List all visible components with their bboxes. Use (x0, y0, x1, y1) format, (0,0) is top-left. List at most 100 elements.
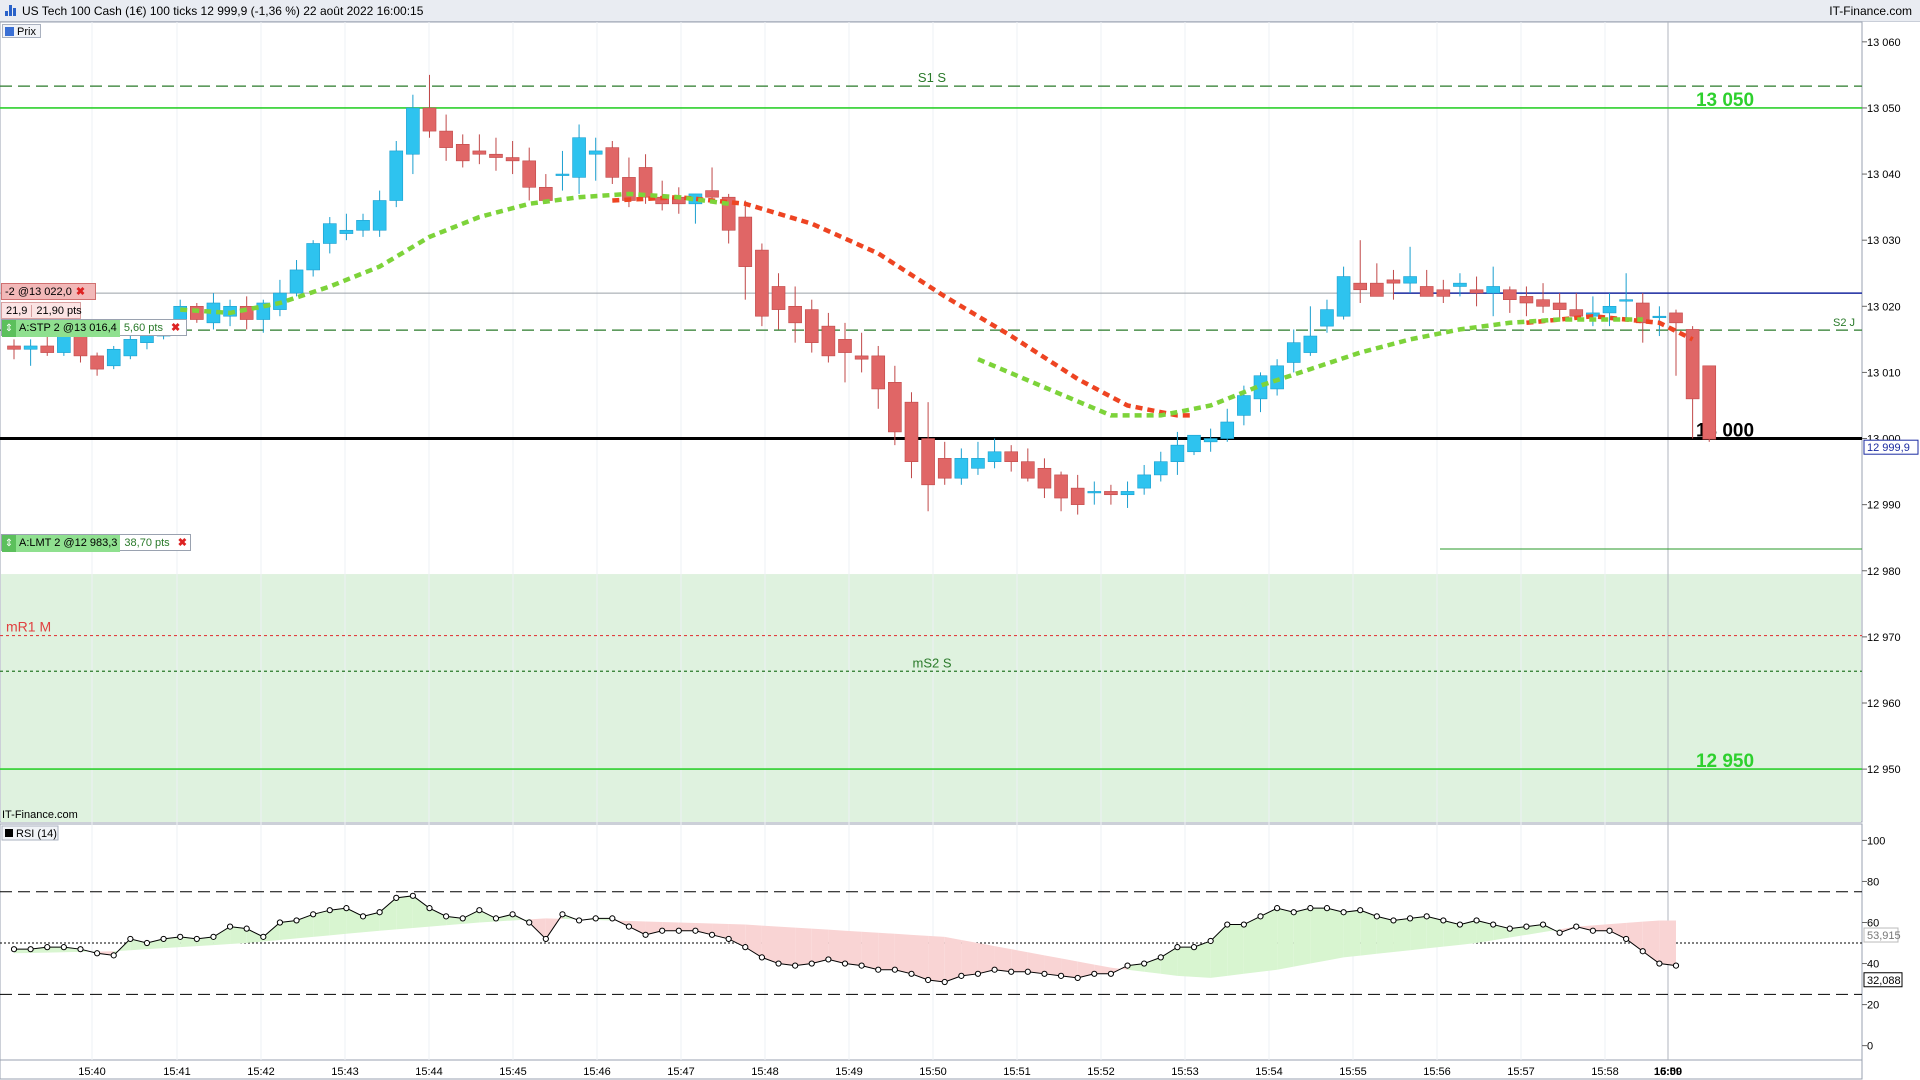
rsi-fill (1360, 910, 1377, 956)
time-tick-label: 15:45 (499, 1066, 527, 1078)
candle-body (555, 173, 570, 176)
rsi-point (758, 954, 766, 961)
candle-body (1336, 276, 1351, 317)
rsi-point (1124, 962, 1131, 969)
candle-body (1503, 289, 1517, 300)
close-position-icon[interactable]: ✖ (75, 286, 86, 298)
rsi-fill (363, 912, 380, 933)
time-tick-label: 15:43 (331, 1066, 359, 1078)
time-tick-label: 15:48 (751, 1066, 779, 1078)
candle-body (439, 130, 453, 148)
candle-body (322, 223, 337, 244)
rsi-point (1257, 913, 1264, 920)
time-tick-label: 16:00 (1654, 1066, 1682, 1078)
rsi-point (825, 956, 832, 963)
price-tick-label: 13 030 (1867, 235, 1901, 247)
rsi-fill (1094, 964, 1111, 974)
level-label: S2 J (1833, 317, 1855, 329)
candle-body (489, 153, 503, 158)
rsi-tick-label: 0 (1867, 1041, 1873, 1053)
candle-body (954, 458, 969, 479)
rsi-fill (1177, 947, 1195, 977)
rsi-fill (778, 926, 796, 966)
rsi-point (1423, 913, 1430, 920)
rsi-point (1024, 968, 1031, 975)
time-tick-label: 15:56 (1423, 1066, 1451, 1078)
time-tick-label: 15:54 (1255, 1066, 1283, 1078)
rsi-fill (1326, 908, 1344, 961)
candle-body (838, 339, 852, 353)
level-label: mR1 M (6, 619, 51, 635)
rsi-fill (97, 951, 114, 956)
chart-title: US Tech 100 Cash (1€) 100 ticks 12 999,9… (22, 4, 424, 18)
time-axis-frame (0, 1059, 1863, 1080)
rsi-fill (1626, 921, 1643, 952)
candle-body (40, 345, 55, 353)
rsi-fill (811, 928, 829, 964)
drag-handle-icon[interactable]: ⇕ (2, 535, 16, 552)
rsi-point (891, 966, 898, 973)
rsi-fill (1376, 916, 1394, 954)
rsi-fill (1642, 920, 1660, 964)
candle-body (1087, 491, 1102, 494)
time-tick-label: 15:53 (1171, 1066, 1199, 1078)
price-series-tag[interactable]: Prix (2, 24, 41, 38)
rsi-point (526, 919, 533, 926)
rsi-point (841, 960, 849, 967)
candle-body (1237, 395, 1251, 416)
candle-body (1436, 289, 1451, 297)
candle-body (1303, 335, 1318, 353)
rsi-point (1174, 944, 1181, 951)
candle-body (1153, 461, 1168, 476)
rsi-point (343, 905, 350, 912)
candle-body (1702, 365, 1717, 440)
rsi-fill (1609, 922, 1627, 939)
rsi-point (1556, 929, 1563, 936)
candle-body (788, 305, 802, 324)
short-position-ticket[interactable]: -2 @13 022,0 ✖ (1, 283, 96, 300)
rsi-point (326, 907, 333, 914)
time-tick-label: 15:44 (415, 1066, 443, 1078)
rsi-fill (63, 947, 81, 953)
drag-handle-icon[interactable]: ⇕ (2, 320, 16, 337)
rsi-fill (130, 938, 147, 951)
limit-order-label: A:LMT 2 @12 983,3 (16, 535, 121, 552)
rsi-point (409, 892, 416, 899)
candle-body (1652, 315, 1667, 319)
series-color-swatch (5, 27, 14, 36)
rsi-fill (828, 929, 845, 964)
rsi-point (492, 915, 500, 922)
cancel-stop-icon[interactable]: ✖ (170, 322, 181, 334)
rsi-fill (1410, 916, 1427, 951)
rsi-fill (1343, 910, 1361, 958)
cancel-limit-icon[interactable]: ✖ (177, 537, 187, 549)
rsi-fill (479, 910, 496, 923)
rsi-point (1606, 927, 1613, 934)
rsi-point (143, 939, 151, 947)
rsi-point (1091, 970, 1098, 977)
rsi-fill (529, 918, 546, 939)
candle-body (422, 107, 437, 132)
candle-body (605, 147, 620, 178)
rsi-fill (1011, 949, 1028, 972)
price-tick-label: 12 970 (1867, 632, 1901, 644)
rsi-fill (429, 908, 447, 927)
candle-body (854, 355, 869, 360)
rsi-fill (279, 920, 297, 940)
rsi-fill (1044, 955, 1062, 976)
rsi-point (792, 962, 799, 969)
candle-body (339, 229, 354, 234)
candle-body (1054, 474, 1068, 499)
rsi-value-label: 32,088 (1867, 975, 1901, 987)
rsi-point (1207, 937, 1214, 945)
stop-order-ticket[interactable]: ⇕ A:STP 2 @13 016,4 5,60 pts ✖ (1, 319, 187, 337)
rsi-point (443, 913, 450, 920)
rsi-fill (928, 935, 945, 983)
source-label: IT-Finance.com (1829, 4, 1912, 18)
rsi-point (1490, 921, 1497, 928)
rsi-point (974, 970, 982, 977)
rsi-point (1357, 907, 1364, 914)
rsi-point (675, 927, 682, 934)
limit-order-ticket[interactable]: ⇕ A:LMT 2 @12 983,3 38,70 pts ✖ (1, 534, 191, 552)
